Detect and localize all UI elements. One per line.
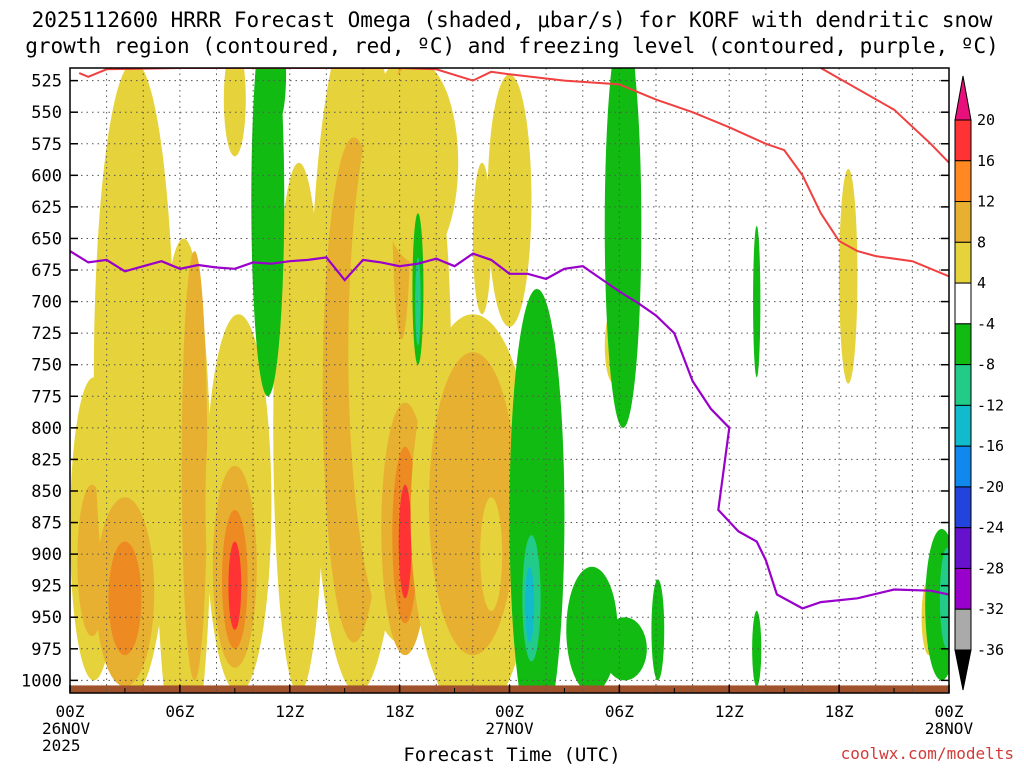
omega-shade-blob bbox=[251, 68, 285, 397]
y-tick-label: 600 bbox=[31, 166, 62, 186]
x-tick-label: 18Z bbox=[824, 702, 854, 721]
omega-shade-blob bbox=[566, 566, 618, 693]
omega-shade-blob bbox=[267, 68, 287, 125]
colorbar-swatch bbox=[954, 241, 972, 284]
omega-shade-blob bbox=[604, 68, 642, 428]
x-tick-date-label: 27NOV bbox=[485, 719, 534, 738]
colorbar-swatch bbox=[954, 364, 972, 406]
colorbar: 20 16 12 8 4 -4 -8 -12 -16 -20 -24 -28 -32 -36 bbox=[954, 75, 1004, 691]
y-tick-label: 850 bbox=[31, 482, 62, 502]
colorbar-swatch bbox=[954, 282, 972, 325]
colorbar-bottom-arrow bbox=[954, 649, 972, 691]
colorbar-swatch bbox=[954, 119, 972, 162]
x-tick-label: 00Z bbox=[495, 702, 524, 721]
y-tick-label: 575 bbox=[31, 135, 62, 155]
omega-shade-blob bbox=[602, 617, 647, 681]
colorbar-swatch bbox=[954, 486, 972, 529]
omega-shade-blob bbox=[480, 497, 503, 611]
x-tick-year-label: 2025 bbox=[42, 736, 81, 755]
y-tick-label: 775 bbox=[31, 387, 62, 407]
colorbar-label: 20 bbox=[977, 111, 995, 129]
x-tick-label: 06Z bbox=[165, 702, 195, 721]
y-tick-label: 950 bbox=[31, 608, 62, 628]
colorbar-label: -16 bbox=[977, 437, 1004, 455]
omega-shade-blob bbox=[525, 566, 535, 643]
omega-shade-blob bbox=[753, 225, 761, 378]
y-tick-label: 825 bbox=[31, 450, 62, 470]
colorbar-label: -4 bbox=[977, 315, 995, 333]
y-tick-label: 975 bbox=[31, 640, 62, 660]
title-line-1: 2025112600 HRRR Forecast Omega (shaded, … bbox=[31, 8, 993, 32]
y-tick-label: 550 bbox=[31, 103, 62, 123]
y-tick-label: 925 bbox=[31, 577, 62, 597]
colorbar-label: 8 bbox=[977, 233, 986, 251]
omega-shading bbox=[70, 68, 949, 693]
colorbar-label: -28 bbox=[977, 559, 1004, 577]
omega-shade-blob bbox=[613, 68, 636, 176]
y-tick-label: 725 bbox=[31, 324, 62, 344]
omega-shade-blob bbox=[651, 579, 665, 681]
omega-shade-blob bbox=[228, 541, 242, 630]
omega-shade-blob bbox=[398, 484, 412, 599]
colorbar-label: -20 bbox=[977, 478, 1004, 496]
colorbar-label: -36 bbox=[977, 641, 1004, 659]
omega-shade-blob bbox=[377, 68, 459, 264]
y-tick-label: 900 bbox=[31, 545, 62, 565]
omega-shade-blob bbox=[472, 162, 492, 315]
y-tick-label: 525 bbox=[31, 72, 62, 92]
colorbar-swatch bbox=[954, 445, 972, 488]
colorbar-label: 12 bbox=[977, 193, 995, 211]
x-tick-label: 00Z bbox=[55, 702, 85, 721]
x-tick-label: 12Z bbox=[275, 702, 305, 721]
x-tick-label: 06Z bbox=[604, 702, 634, 721]
colorbar-label: 16 bbox=[977, 152, 995, 170]
omega-shade-blob bbox=[108, 251, 127, 441]
colorbar-label: -12 bbox=[977, 396, 1004, 414]
colorbar-top-arrow bbox=[954, 75, 972, 121]
title-line-2: growth region (contoured, red, ºC) and f… bbox=[25, 34, 999, 58]
colorbar-label: -32 bbox=[977, 600, 1004, 618]
colorbar-swatch bbox=[954, 527, 972, 569]
x-tick-label: 12Z bbox=[714, 702, 744, 721]
contours bbox=[70, 68, 949, 610]
colorbar-swatch bbox=[954, 567, 972, 610]
grid-lines bbox=[70, 68, 949, 693]
y-tick-label: 625 bbox=[31, 198, 62, 218]
x-axis-title: Forecast Time (UTC) bbox=[403, 744, 621, 766]
freezing-level-line bbox=[70, 250, 949, 610]
omega-shade-blob bbox=[839, 169, 858, 384]
omega-shade-blob bbox=[108, 541, 142, 656]
y-tick-label: 700 bbox=[31, 293, 62, 313]
y-tick-label: 750 bbox=[31, 356, 62, 376]
colorbar-swatch bbox=[954, 608, 972, 651]
credit-text: coolwx.com/modelts bbox=[840, 744, 1014, 763]
x-tick-label: 18Z bbox=[385, 702, 415, 721]
colorbar-label: 4 bbox=[977, 274, 986, 292]
x-tick-date-label: 26NOV bbox=[42, 719, 91, 738]
y-tick-label: 875 bbox=[31, 514, 62, 534]
dgz-contour-line-upper bbox=[820, 68, 949, 164]
y-tick-label: 650 bbox=[31, 229, 62, 249]
x-tick-date-label: 28NOV bbox=[924, 719, 974, 738]
colorbar-swatch bbox=[954, 160, 972, 203]
x-tick-label: 00Z bbox=[934, 702, 964, 721]
colorbar-label: -8 bbox=[977, 356, 995, 374]
colorbar-swatch bbox=[954, 323, 972, 366]
omega-shade-blob bbox=[181, 251, 208, 681]
colorbar-label: -24 bbox=[977, 519, 1004, 537]
dgz-contour-line bbox=[78, 68, 949, 278]
y-tick-label: 675 bbox=[31, 261, 62, 281]
colorbar-swatch bbox=[954, 404, 972, 447]
y-tick-label: 800 bbox=[31, 419, 62, 439]
omega-shade-blob bbox=[939, 547, 949, 649]
x-axis bbox=[69, 685, 950, 693]
omega-shade-blob bbox=[752, 610, 762, 687]
y-axis: 525 550 575 600 625 650 675 700 725 750 775 800 825 8… bbox=[21, 72, 949, 691]
omega-shade-blob bbox=[223, 68, 246, 157]
colorbar-swatch bbox=[954, 201, 972, 243]
y-tick-label: 1000 bbox=[21, 671, 62, 691]
